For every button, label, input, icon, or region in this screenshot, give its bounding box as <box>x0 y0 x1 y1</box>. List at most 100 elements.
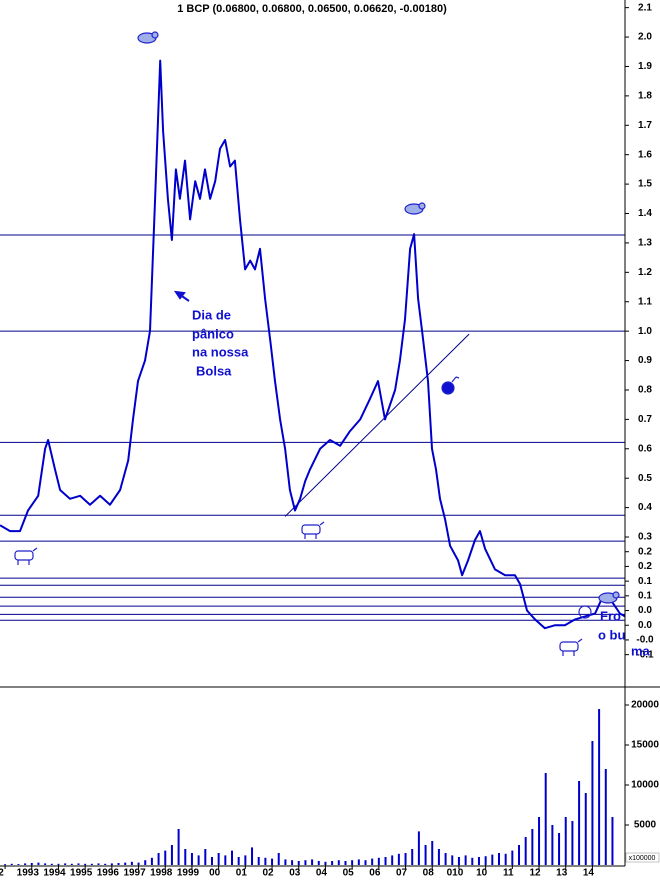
volume-unit: x100000 <box>629 855 656 862</box>
bear-icon <box>404 202 426 215</box>
y-tick-label: 1.0 <box>638 326 652 337</box>
y-tick-label: 0.2 <box>638 561 652 572</box>
volume-bar <box>117 863 120 865</box>
volume-bar <box>144 860 147 865</box>
volume-bar <box>404 853 407 865</box>
x-tick-label: 02 <box>262 868 274 879</box>
volume-bar <box>524 837 527 865</box>
volume-bar <box>598 709 601 865</box>
x-tick-label: 08 <box>423 868 435 879</box>
y-tick-label: 0.4 <box>638 502 652 513</box>
volume-bar <box>531 829 534 865</box>
volume-bar <box>424 845 427 865</box>
trend-line <box>284 333 470 517</box>
volume-bar <box>97 863 100 865</box>
volume-bar <box>204 849 207 865</box>
bull-icon <box>559 638 583 656</box>
volume-bar <box>37 862 40 865</box>
volume-bar <box>90 863 93 865</box>
y-tick-label: 2.0 <box>638 32 652 43</box>
x-tick-label: 05 <box>343 868 355 879</box>
volume-bar <box>177 829 180 865</box>
volume-bar <box>337 860 340 865</box>
volume-bar <box>224 855 227 865</box>
x-tick-label: 06 <box>369 868 381 879</box>
bear-icon <box>137 31 159 44</box>
volume-bar <box>364 860 367 865</box>
volume-bar <box>77 863 80 865</box>
volume-bar <box>291 860 294 865</box>
volume-bar <box>110 863 113 865</box>
corner-note: ma <box>631 643 651 658</box>
volume-bar <box>170 845 173 865</box>
volume-bar <box>251 847 254 865</box>
volume-bar <box>344 861 347 865</box>
volume-bar <box>357 859 360 865</box>
price-line <box>0 59 625 630</box>
volume-panel <box>4 709 614 865</box>
x-tick-label: 00 <box>209 868 221 879</box>
x-tick-label: 1998 <box>150 868 173 879</box>
x-tick-label: 03 <box>289 868 301 879</box>
volume-bar <box>477 857 480 865</box>
volume-bar <box>297 861 300 865</box>
bull-icon <box>14 547 38 565</box>
volume-bar <box>351 860 354 865</box>
volume-bar <box>210 857 213 865</box>
volume-bar <box>584 793 587 865</box>
volume-bar <box>10 863 13 865</box>
volume-bar <box>518 845 521 865</box>
volume-bar <box>591 741 594 865</box>
y-tick-label: 1.1 <box>638 296 652 307</box>
volume-bar <box>397 853 400 865</box>
x-tick-label: 12 <box>529 868 541 879</box>
y-tick-label: 1.9 <box>638 61 652 72</box>
volume-bar <box>231 850 234 865</box>
y-tick-label: -0.0 <box>636 635 654 646</box>
x-tick-label: 010 <box>447 868 464 879</box>
volume-bar <box>84 863 87 865</box>
price-panel <box>0 59 625 630</box>
volume-bar <box>558 833 561 865</box>
volume-bar <box>4 864 7 865</box>
volume-bar <box>137 862 140 865</box>
volume-bar <box>284 859 287 865</box>
x-tick-label: 2 <box>0 868 4 879</box>
volume-bar <box>130 861 133 865</box>
corner-note: Fro <box>600 608 621 623</box>
y-tick-label: 0.0 <box>638 620 652 631</box>
volume-bar <box>497 853 500 865</box>
volume-bar <box>444 853 447 865</box>
y-tick-label: 5000 <box>634 820 657 831</box>
volume-bar <box>197 855 200 865</box>
y-tick-label: 0.7 <box>638 414 652 425</box>
y-tick-label: 2.1 <box>638 2 652 13</box>
volume-bar <box>311 859 314 865</box>
volume-bar <box>564 817 567 865</box>
x-tick-label: 1994 <box>43 868 66 879</box>
volume-bar <box>124 862 127 865</box>
bomb-fuse <box>451 376 460 383</box>
bomb-icon <box>441 381 455 395</box>
x-tick-label: 04 <box>316 868 328 879</box>
y-tick-label: 1.5 <box>638 179 652 190</box>
x-tick-label: 14 <box>583 868 595 879</box>
y-tick-label: 20000 <box>631 700 659 711</box>
y-tick-label: 0.6 <box>638 443 652 454</box>
y-tick-label: 0.1 <box>638 590 652 601</box>
y-tick-label: 0.0 <box>638 605 652 616</box>
volume-bar <box>104 863 107 865</box>
volume-bar <box>17 864 20 865</box>
x-tick-label: 07 <box>396 868 408 879</box>
volume-bar <box>377 857 380 865</box>
volume-bar <box>317 861 320 865</box>
volume-bar <box>217 853 220 865</box>
volume-bar <box>264 857 267 865</box>
y-tick-label: 1.3 <box>638 238 652 249</box>
volume-bar <box>464 855 467 865</box>
volume-bar <box>571 821 574 865</box>
volume-bar <box>511 850 514 865</box>
